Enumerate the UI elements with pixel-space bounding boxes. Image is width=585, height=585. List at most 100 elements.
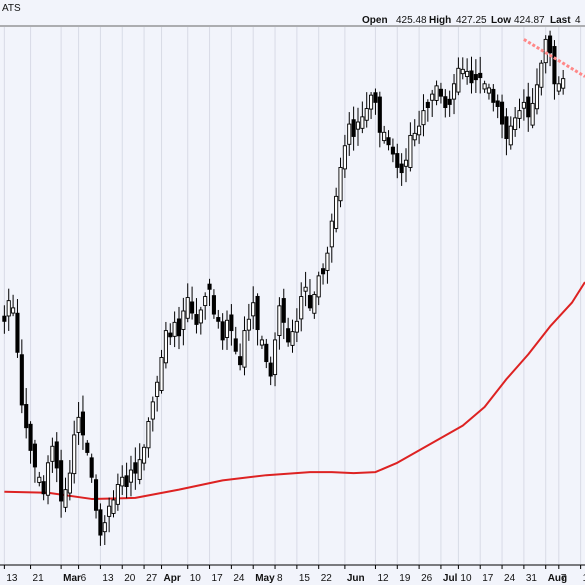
- candle-body: [37, 476, 42, 483]
- candle-body: [85, 442, 90, 453]
- candle-body: [347, 123, 352, 145]
- x-tick-label: 13: [6, 573, 18, 584]
- candle-body: [478, 72, 483, 79]
- candle: [203, 292, 208, 320]
- candle: [482, 80, 487, 93]
- candle: [80, 395, 85, 450]
- candle: [259, 335, 264, 350]
- candle: [360, 101, 365, 134]
- candle: [89, 453, 94, 483]
- candle-body: [137, 459, 142, 480]
- candle: [386, 130, 391, 151]
- candle-body: [268, 362, 273, 377]
- candle: [395, 143, 400, 179]
- candle-body: [508, 125, 513, 146]
- candle: [142, 444, 147, 471]
- candle-body: [255, 295, 260, 331]
- candle-body: [290, 331, 295, 346]
- candle-body: [120, 476, 125, 487]
- candle: [342, 134, 347, 178]
- candle-body: [203, 296, 208, 307]
- candle: [176, 306, 182, 350]
- candle: [190, 286, 195, 320]
- x-tick-label: 21: [33, 573, 45, 584]
- candle-body: [425, 101, 430, 108]
- candle: [54, 432, 59, 483]
- candle-body: [386, 137, 391, 146]
- candle-body: [281, 298, 286, 323]
- x-tick-label: 24: [504, 573, 516, 584]
- candle-body: [242, 330, 247, 368]
- candle-body: [272, 339, 278, 376]
- candle: [41, 475, 46, 501]
- candle-body: [460, 68, 465, 75]
- candle-body: [142, 446, 147, 464]
- candle-body: [561, 78, 566, 89]
- candle: [473, 59, 478, 93]
- candle-body: [351, 119, 356, 137]
- x-tick-label: 13: [102, 573, 114, 584]
- x-tick-label: 15: [299, 573, 311, 584]
- candle: [421, 94, 426, 137]
- candle: [508, 116, 513, 150]
- candle-body: [548, 35, 553, 54]
- grid-lines: [3, 27, 582, 564]
- candle: [556, 76, 561, 96]
- candle-body: [80, 411, 85, 436]
- candle-body: [286, 328, 291, 343]
- candle: [443, 89, 448, 118]
- trendline-layer: [523, 38, 585, 78]
- candle: [539, 60, 544, 96]
- candle-body: [395, 153, 400, 168]
- candle: [347, 112, 352, 156]
- candle: [168, 323, 173, 346]
- candle-body: [390, 146, 395, 155]
- candle-body: [76, 416, 81, 433]
- candle: [163, 321, 168, 369]
- candle: [329, 213, 334, 263]
- candle: [534, 68, 540, 115]
- x-tick-label: Aug: [548, 573, 567, 584]
- last-label: Last: [550, 15, 571, 26]
- candle: [224, 310, 230, 350]
- candle: [294, 308, 299, 343]
- candle: [185, 283, 190, 323]
- candle: [451, 74, 457, 115]
- candle-body: [539, 62, 544, 88]
- x-tick-label: 17: [212, 573, 224, 584]
- candle-body: [28, 423, 33, 451]
- candle: [251, 286, 256, 330]
- candle-body: [417, 125, 422, 136]
- candle: [408, 122, 413, 172]
- candle: [364, 92, 369, 128]
- candle-body: [146, 421, 151, 449]
- candle: [465, 58, 470, 85]
- x-tick-label: 10: [190, 573, 202, 584]
- candle: [434, 80, 439, 106]
- candle: [198, 306, 203, 335]
- candle-body: [111, 499, 116, 514]
- candle: [98, 503, 103, 546]
- candle: [264, 338, 269, 369]
- trendline: [523, 38, 585, 78]
- candle-body: [224, 319, 230, 338]
- x-tick-label: 6: [81, 573, 87, 584]
- candle-body: [399, 163, 404, 174]
- candle-body: [194, 314, 199, 325]
- last-value: 4: [575, 15, 581, 26]
- candle: [334, 187, 339, 233]
- candle: [369, 92, 374, 119]
- candle-body: [421, 110, 426, 126]
- candle: [211, 289, 216, 319]
- candle-body: [32, 443, 37, 468]
- candle-body: [321, 268, 326, 275]
- candle: [403, 148, 409, 183]
- candle-body: [190, 301, 195, 314]
- candle: [19, 339, 24, 414]
- candle: [351, 106, 356, 151]
- candle: [561, 69, 566, 95]
- candle: [155, 375, 160, 412]
- x-tick-labels: 13 21 Mar 6 13 20 27 Apr 10 17 24 May 8 15 22 Jun 12 19 26…: [3, 565, 585, 584]
- candle-body: [150, 401, 155, 420]
- candle: [137, 443, 142, 485]
